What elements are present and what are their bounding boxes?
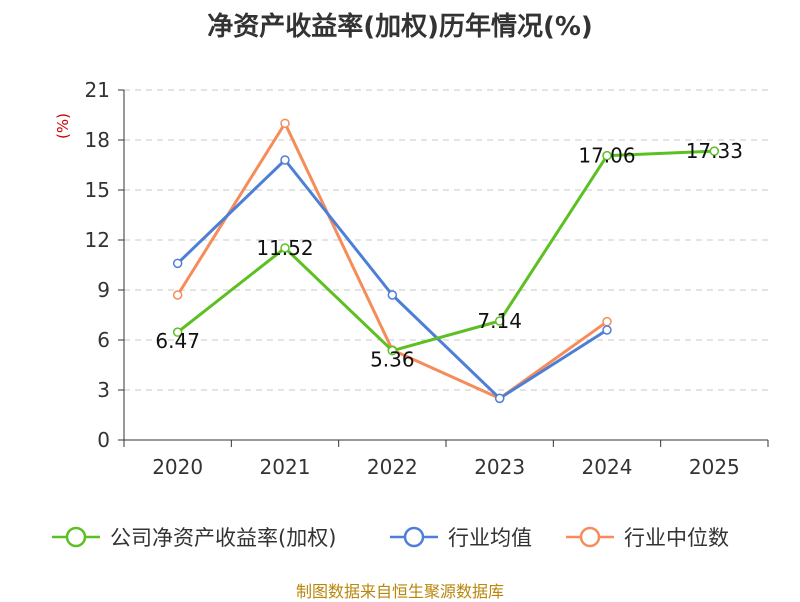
x-tick-label: 2025 — [689, 455, 740, 479]
x-tick-label: 2021 — [260, 455, 311, 479]
legend-entry-label: 行业中位数 — [624, 526, 729, 550]
x-tick-label: 2023 — [474, 455, 525, 479]
legend-swatch-marker — [403, 526, 425, 548]
data-point — [602, 325, 612, 335]
data-point — [172, 290, 183, 300]
x-tick-label: 2020 — [152, 455, 203, 479]
data-label: 17.33 — [686, 139, 743, 163]
legend-entry-label: 行业均值 — [448, 526, 532, 550]
data-label: 6.47 — [155, 329, 200, 353]
y-tick-label: 12 — [85, 228, 110, 252]
y-tick-label: 9 — [97, 278, 110, 302]
legend-swatch-marker — [65, 526, 87, 548]
data-point — [280, 118, 290, 129]
data-label: 5.36 — [370, 348, 415, 372]
data-point — [280, 243, 290, 253]
data-label: 17.06 — [578, 144, 635, 168]
data-point — [602, 150, 612, 161]
x-tick-label: 2024 — [582, 455, 633, 479]
y-tick-label: 3 — [97, 378, 110, 402]
data-label: 7.14 — [477, 309, 522, 333]
data-point — [387, 290, 398, 300]
y-tick-label: 21 — [85, 78, 110, 102]
y-tick-label: 15 — [85, 178, 110, 202]
data-point — [709, 146, 720, 156]
series-line — [176, 149, 715, 353]
data-point — [602, 316, 612, 327]
source-note: 制图数据来自恒生聚源数据库 — [295, 582, 504, 601]
data-point — [280, 155, 290, 165]
y-axis-label: (%) — [54, 113, 72, 139]
chart-title: 净资产收益率(加权)历年情况(%) — [207, 12, 593, 42]
legend-entry-label: 公司净资产收益率(加权) — [110, 526, 336, 550]
y-tick-label: 0 — [97, 428, 110, 452]
x-tick-label: 2022 — [367, 455, 418, 479]
data-label: 11.52 — [256, 236, 313, 260]
data-point — [494, 316, 505, 326]
data-point — [494, 393, 505, 404]
y-tick-label: 18 — [85, 128, 110, 152]
data-point — [172, 327, 183, 337]
data-point — [387, 345, 398, 356]
legend-swatch-marker — [579, 526, 601, 548]
y-tick-label: 6 — [97, 328, 110, 352]
data-point — [172, 258, 183, 269]
